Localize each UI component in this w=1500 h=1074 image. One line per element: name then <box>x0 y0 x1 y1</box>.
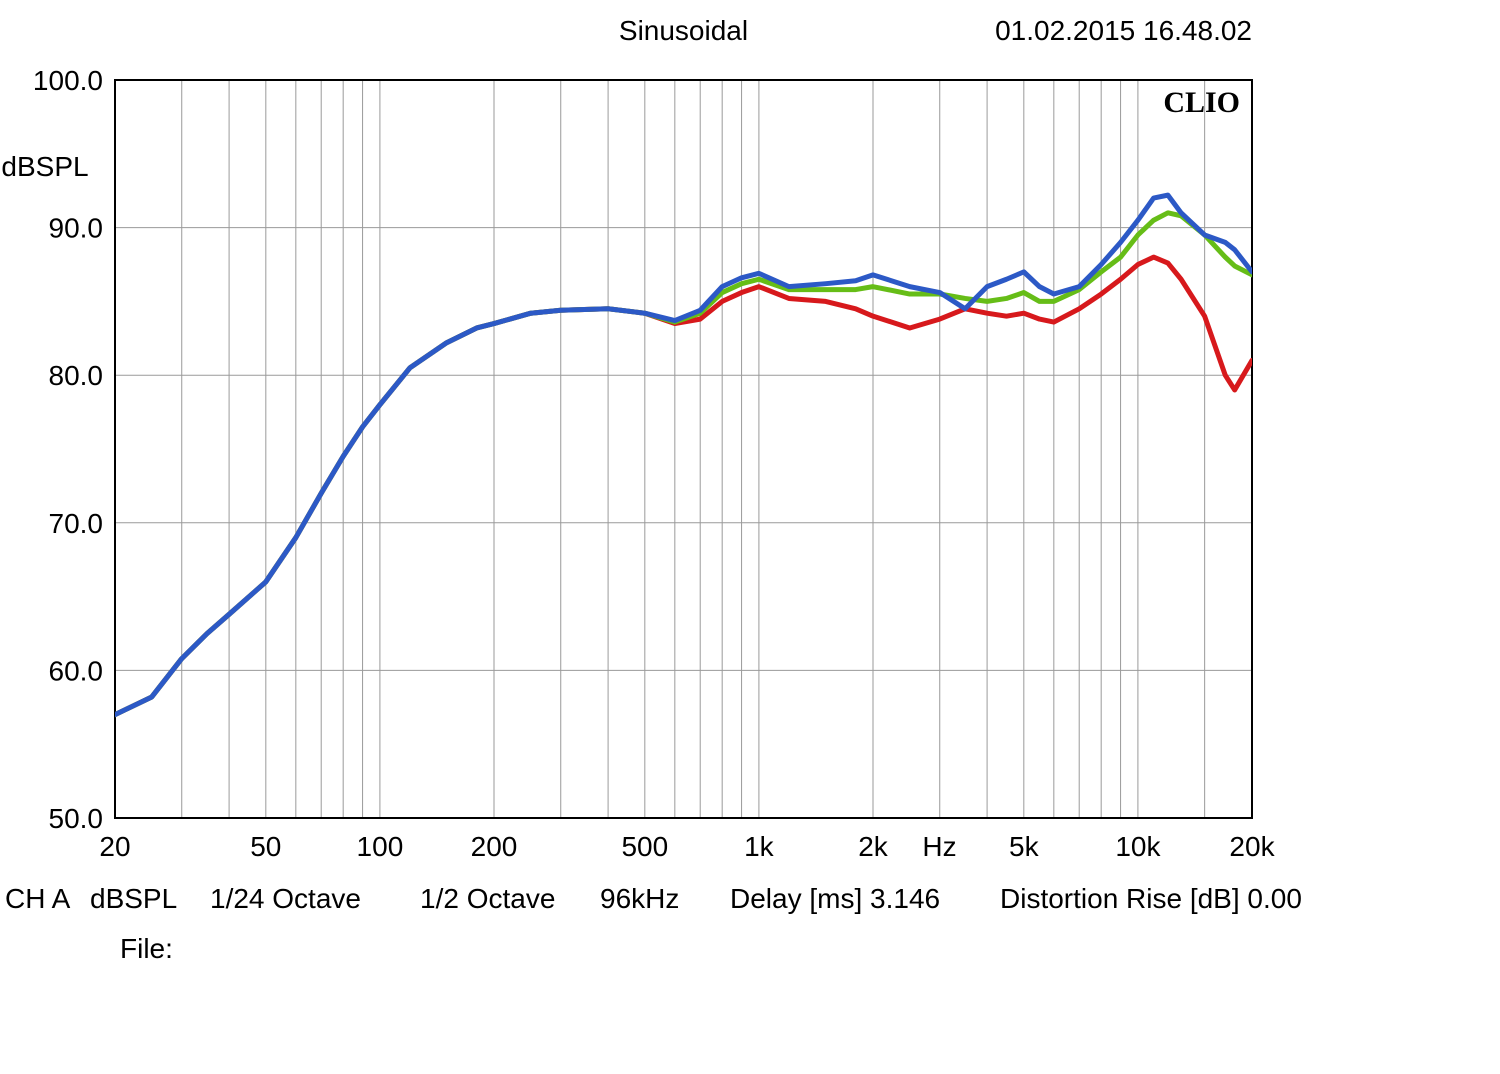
x-tick-label: 500 <box>621 831 668 862</box>
x-tick-label: 50 <box>250 831 281 862</box>
y-tick-label: 80.0 <box>49 360 104 391</box>
y-axis-label: dBSPL <box>1 151 88 182</box>
x-tick-label: 100 <box>357 831 404 862</box>
x-tick-label: 20 <box>99 831 130 862</box>
y-tick-label: 50.0 <box>49 803 104 834</box>
y-tick-label: 100.0 <box>33 65 103 96</box>
footer-file: File: <box>120 933 173 964</box>
footer-res1: 1/24 Octave <box>210 883 361 914</box>
footer-fs: 96kHz <box>600 883 679 914</box>
chart-timestamp: 01.02.2015 16.48.02 <box>995 15 1252 46</box>
footer-unit: dBSPL <box>90 883 177 914</box>
footer-channel: CH A <box>5 883 71 914</box>
footer-delay: Delay [ms] 3.146 <box>730 883 940 914</box>
y-tick-label: 90.0 <box>49 213 104 244</box>
x-axis-unit: Hz <box>922 831 956 862</box>
footer-distortion: Distortion Rise [dB] 0.00 <box>1000 883 1302 914</box>
y-tick-label: 70.0 <box>49 508 104 539</box>
frequency-response-chart: Sinusoidal 01.02.2015 16.48.02 50.0 60.0 70.… <box>0 0 1500 1074</box>
x-tick-label: 200 <box>471 831 518 862</box>
x-tick-label: 10k <box>1115 831 1161 862</box>
x-tick-label: 5k <box>1009 831 1040 862</box>
x-tick-label: 20k <box>1229 831 1275 862</box>
y-tick-label: 60.0 <box>49 655 104 686</box>
x-tick-label: 1k <box>744 831 775 862</box>
footer-res2: 1/2 Octave <box>420 883 555 914</box>
brand-label: CLIO <box>1163 86 1240 119</box>
chart-title: Sinusoidal <box>619 15 748 46</box>
x-tick-label: 2k <box>858 831 889 862</box>
